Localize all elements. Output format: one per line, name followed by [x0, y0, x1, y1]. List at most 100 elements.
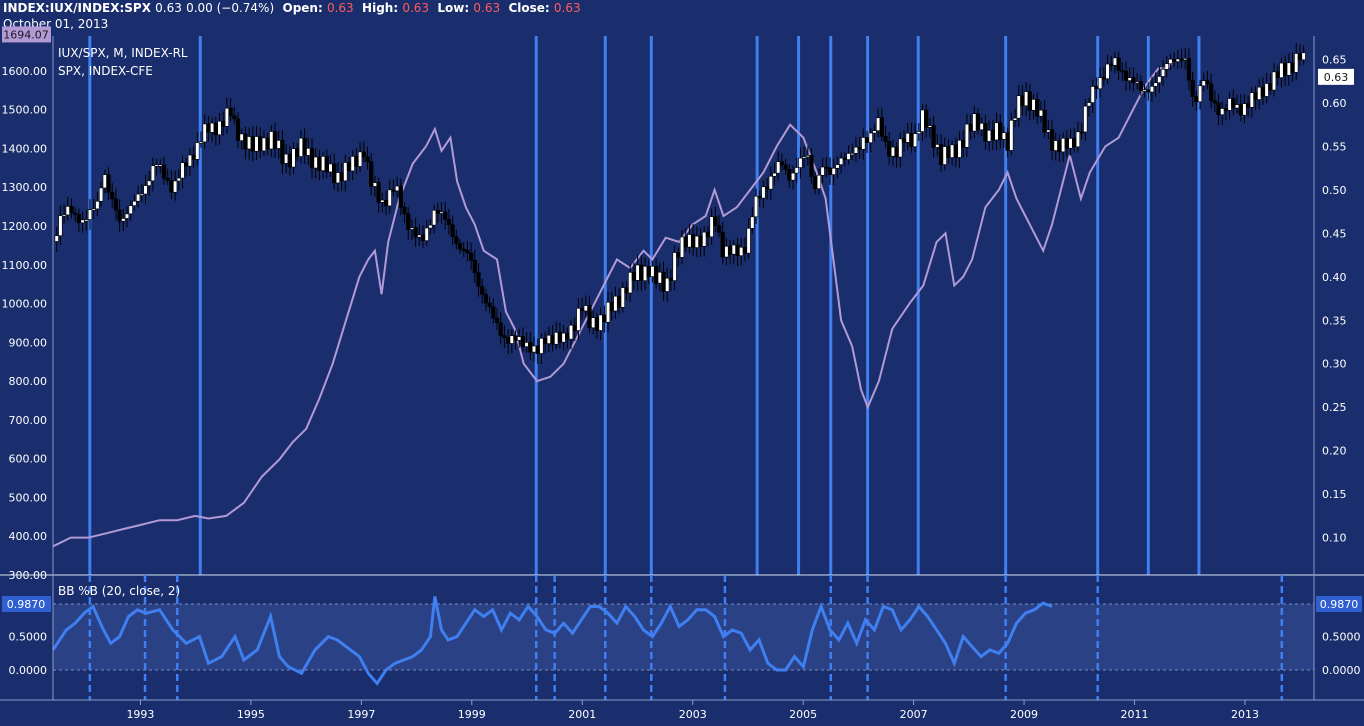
candle-body	[365, 156, 370, 163]
candle-body	[217, 120, 222, 136]
left-axis-tick: 1100.00	[2, 259, 48, 272]
candle-body	[975, 113, 981, 131]
candle-body	[424, 227, 429, 241]
candle-body	[716, 225, 722, 233]
bb-band-fill	[53, 604, 1314, 670]
candle-body	[62, 214, 67, 217]
candle-body	[139, 193, 144, 196]
candle-body	[136, 193, 141, 202]
candle-body	[298, 137, 304, 157]
candle-body	[1016, 95, 1021, 119]
candle-body	[343, 162, 348, 182]
left-axis-tick: 1000.00	[2, 298, 48, 311]
candle-body	[432, 209, 437, 226]
candle-body	[76, 214, 82, 224]
ratio-series-line	[52, 58, 1175, 548]
candle-body	[395, 185, 400, 192]
open-label: Open:	[282, 1, 323, 15]
candle-body	[713, 216, 718, 226]
candle-body	[1160, 69, 1166, 77]
candle-body	[927, 125, 933, 128]
left-price-label-box	[2, 26, 51, 43]
right-axis-tick: 0.15	[1322, 488, 1347, 501]
candle-body	[502, 335, 507, 339]
candle-body	[1090, 86, 1095, 103]
candle-body	[1149, 86, 1155, 93]
candle-body	[1009, 120, 1014, 151]
candle-body	[413, 227, 418, 238]
candle-body	[746, 227, 751, 254]
symbol-label[interactable]: INDEX:IUX/INDEX:SPX	[3, 1, 151, 15]
candle-body	[998, 122, 1003, 140]
candle-body	[328, 163, 333, 173]
candle-body	[147, 180, 152, 186]
low-value: 0.63	[473, 1, 501, 15]
change-value: 0.00 (−0.74%)	[186, 1, 275, 15]
candle-body	[1001, 132, 1007, 140]
candle-body	[254, 136, 259, 152]
candle-body	[557, 332, 563, 343]
candle-body	[657, 271, 662, 284]
candle-body	[790, 172, 796, 181]
candle-body	[506, 337, 511, 344]
candle-body	[639, 264, 644, 281]
candle-body	[913, 133, 918, 148]
candle-body	[1271, 71, 1277, 91]
candle-body	[1194, 96, 1199, 103]
right-axis-tick: 0.25	[1322, 401, 1347, 414]
candle-body	[450, 224, 455, 238]
candle-body	[335, 172, 341, 184]
right-price-label-box	[1318, 68, 1354, 85]
candle-body	[1290, 62, 1295, 73]
candle-body	[1053, 140, 1058, 151]
right-axis-tick: 0.35	[1322, 314, 1347, 327]
candle-body	[1231, 98, 1236, 109]
candle-body	[576, 307, 581, 331]
candle-body	[1094, 86, 1099, 90]
chart-header: INDEX:IUX/INDEX:SPX 0.63 0.00 (−0.74%) O…	[0, 0, 1364, 36]
open-value: 0.63	[326, 1, 354, 15]
candle-body	[480, 286, 485, 295]
candle-body	[972, 113, 977, 132]
candle-body	[1086, 102, 1092, 107]
candle-body	[705, 231, 711, 238]
candle-body	[1042, 109, 1047, 133]
candle-body	[739, 246, 744, 256]
candle-body	[1205, 80, 1210, 85]
candle-body	[472, 259, 477, 273]
x-axis-tick: 2013	[1231, 708, 1259, 721]
left-axis-tick: 1200.00	[2, 220, 48, 233]
candle-body	[938, 144, 944, 165]
right-axis-tick: 0.50	[1322, 184, 1347, 197]
legend-secondary-series: SPX, INDEX-CFE	[58, 64, 153, 78]
left-axis-tick: 800.00	[9, 375, 48, 388]
candle-body	[1072, 138, 1077, 148]
candle-body	[154, 164, 159, 167]
candle-body	[158, 164, 163, 167]
candle-body	[161, 164, 167, 179]
right-price-label: 0.63	[1324, 71, 1349, 84]
candle-body	[406, 213, 411, 230]
candle-body	[957, 140, 962, 158]
candle-body	[354, 156, 359, 167]
high-label: High:	[362, 1, 399, 15]
left-axis-tick: 1500.00	[2, 104, 48, 117]
candle-body	[272, 131, 278, 149]
candle-body	[990, 129, 995, 141]
candle-body	[765, 186, 770, 190]
candle-body	[487, 302, 492, 308]
candle-body	[779, 161, 785, 166]
candle-body	[879, 117, 884, 137]
candle-body	[454, 236, 459, 244]
candle-body	[950, 144, 955, 158]
candle-body	[898, 138, 903, 158]
candle-body	[679, 236, 685, 258]
candle-body	[1075, 131, 1081, 148]
candle-body	[794, 167, 799, 174]
bb-left-value-box	[2, 596, 51, 612]
candle-body	[1301, 52, 1306, 61]
close-label: Close:	[508, 1, 550, 15]
candle-body	[1268, 83, 1273, 91]
candle-body	[494, 317, 500, 323]
